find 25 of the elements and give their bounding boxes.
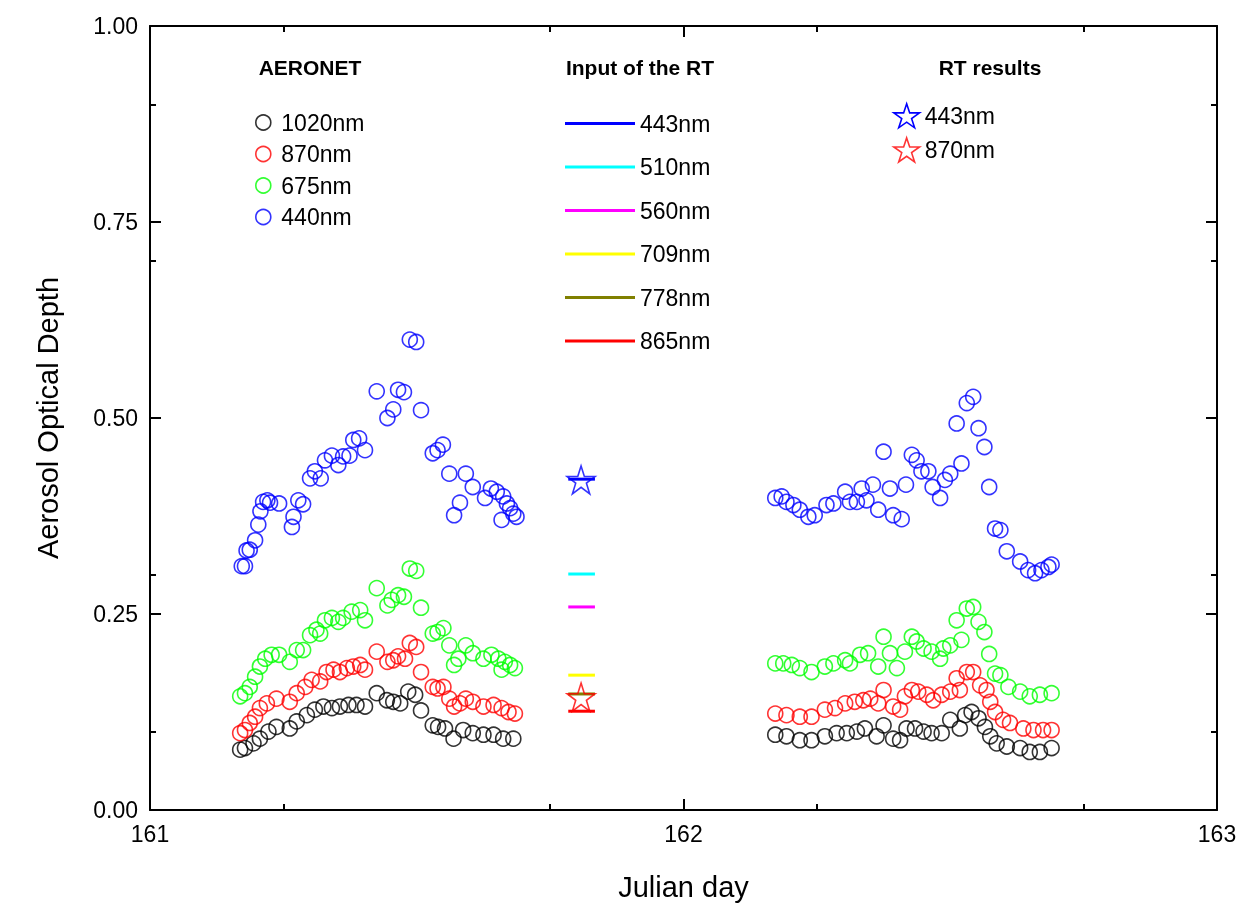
y-tick-label: 0.75 [93,209,138,235]
annotation: RT results [938,55,1042,79]
annotation: Input of the RT [565,55,715,79]
legend-label: 443nm [924,102,995,129]
x-tick-label: 163 [1197,820,1237,847]
x-axis-title: Julian day [618,870,750,903]
y-tick-label: 0.25 [93,601,138,627]
legend-label: 865nm [640,328,711,354]
y-tick-label: 0.00 [93,797,138,823]
legend-label: 709nm [640,241,711,267]
legend-label: 1020nm [281,109,365,136]
y-tick-label: 0.50 [93,405,138,431]
legend-label: 870nm [281,141,352,167]
y-tick-label: 1.00 [93,13,138,39]
annotation: AERONET [258,55,362,79]
x-tick-label: 161 [130,820,170,847]
legend-label: 870nm [924,136,995,163]
legend-label: 510nm [640,154,711,180]
legend-label: 560nm [640,197,711,224]
legend-label: 778nm [640,284,711,311]
y-axis-title: Aerosol Optical Depth [31,276,64,560]
x-tick-label: 162 [664,820,703,847]
legend-label: 443nm [640,110,711,137]
legend-label: 440nm [281,204,352,230]
legend-label: 675nm [281,172,352,199]
